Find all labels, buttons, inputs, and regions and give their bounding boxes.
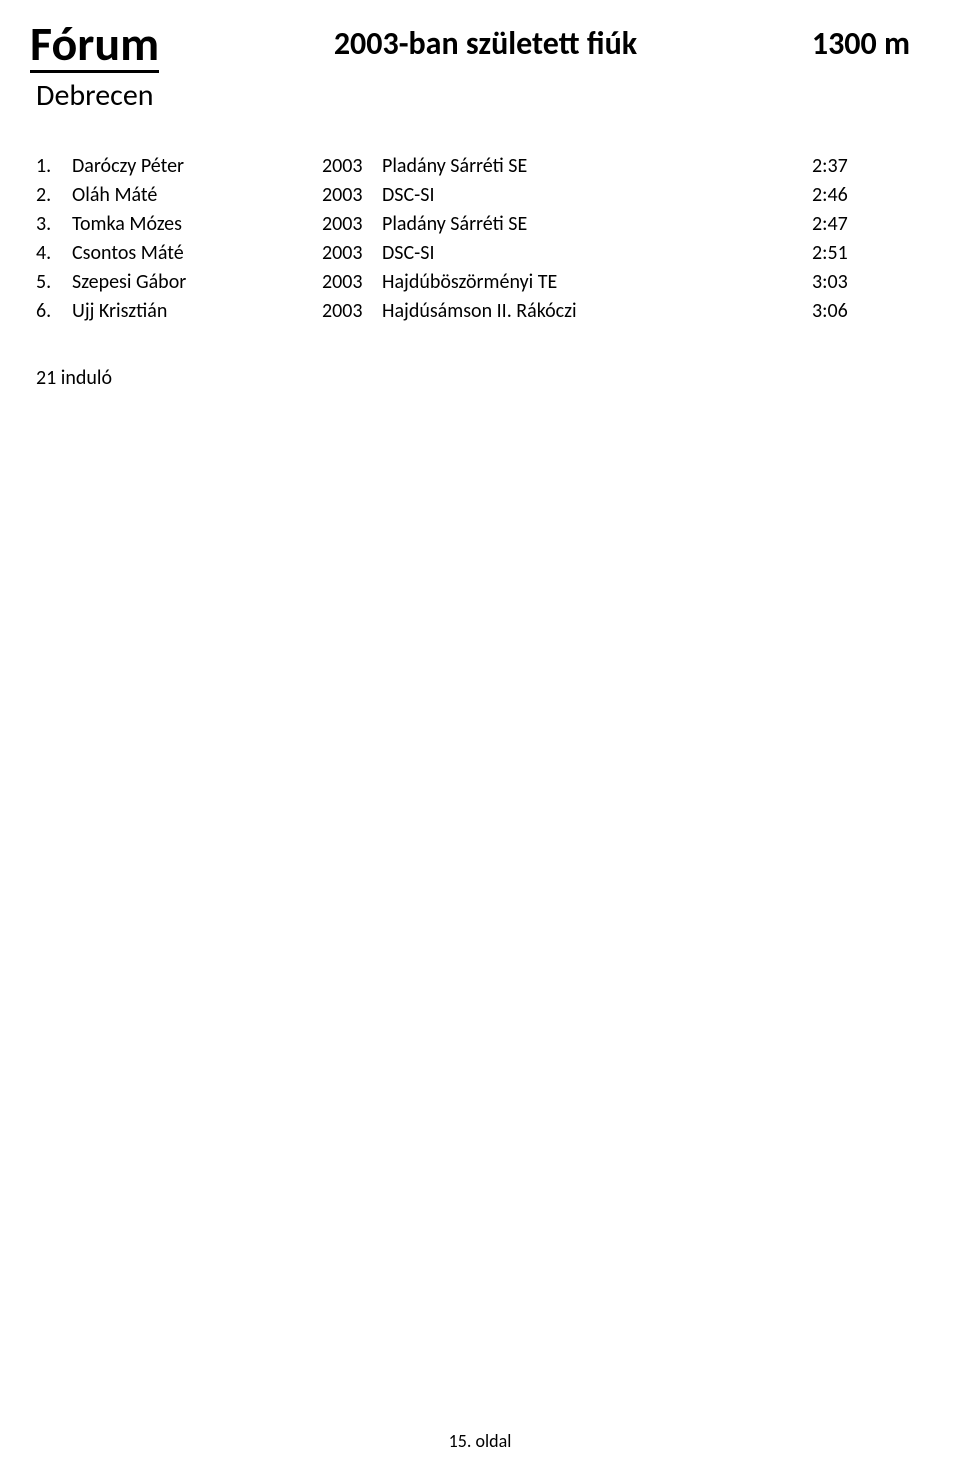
year-cell: 2003 [322, 239, 382, 268]
time-cell: 2:46 [812, 181, 892, 210]
rank-cell: 6. [36, 297, 72, 326]
table-row: 5. Szepesi Gábor 2003 Hajdúböszörményi T… [36, 268, 916, 297]
starters-count: 21 induló [30, 366, 910, 390]
page: Fórum Debrecen 2003-ban született fiúk 1… [0, 0, 960, 1480]
time-cell: 2:47 [812, 210, 892, 239]
club-cell: Pladány Sárréti SE [382, 210, 812, 239]
time-cell: 3:06 [812, 297, 892, 326]
rank-cell: 5. [36, 268, 72, 297]
club-cell: DSC-SI [382, 181, 812, 210]
distance-title: 1300 m [812, 24, 910, 63]
time-cell: 2:37 [812, 152, 892, 181]
table-row: 1. Daróczy Péter 2003 Pladány Sárréti SE… [36, 152, 916, 181]
year-cell: 2003 [322, 297, 382, 326]
forum-block: Fórum Debrecen [30, 20, 159, 112]
year-cell: 2003 [322, 210, 382, 239]
rank-cell: 3. [36, 210, 72, 239]
time-cell: 2:51 [812, 239, 892, 268]
table-row: 6. Ujj Krisztián 2003 Hajdúsámson II. Rá… [36, 297, 916, 326]
table-row: 3. Tomka Mózes 2003 Pladány Sárréti SE 2… [36, 210, 916, 239]
page-footer: 15. oldal [0, 1430, 960, 1452]
table-row: 2. Oláh Máté 2003 DSC-SI 2:46 [36, 181, 916, 210]
year-cell: 2003 [322, 181, 382, 210]
club-cell: Hajdúböszörményi TE [382, 268, 812, 297]
name-cell: Szepesi Gábor [72, 268, 322, 297]
results-table: 1. Daróczy Péter 2003 Pladány Sárréti SE… [30, 152, 910, 326]
city-subtitle: Debrecen [30, 79, 154, 112]
forum-title: Fórum [30, 20, 159, 73]
time-cell: 3:03 [812, 268, 892, 297]
club-cell: DSC-SI [382, 239, 812, 268]
category-title: 2003-ban született fiúk [159, 24, 812, 63]
table-row: 4. Csontos Máté 2003 DSC-SI 2:51 [36, 239, 916, 268]
year-cell: 2003 [322, 268, 382, 297]
rank-cell: 1. [36, 152, 72, 181]
name-cell: Tomka Mózes [72, 210, 322, 239]
club-cell: Pladány Sárréti SE [382, 152, 812, 181]
name-cell: Daróczy Péter [72, 152, 322, 181]
rank-cell: 2. [36, 181, 72, 210]
year-cell: 2003 [322, 152, 382, 181]
name-cell: Oláh Máté [72, 181, 322, 210]
club-cell: Hajdúsámson II. Rákóczi [382, 297, 812, 326]
name-cell: Ujj Krisztián [72, 297, 322, 326]
name-cell: Csontos Máté [72, 239, 322, 268]
rank-cell: 4. [36, 239, 72, 268]
header: Fórum Debrecen 2003-ban született fiúk 1… [30, 20, 910, 112]
